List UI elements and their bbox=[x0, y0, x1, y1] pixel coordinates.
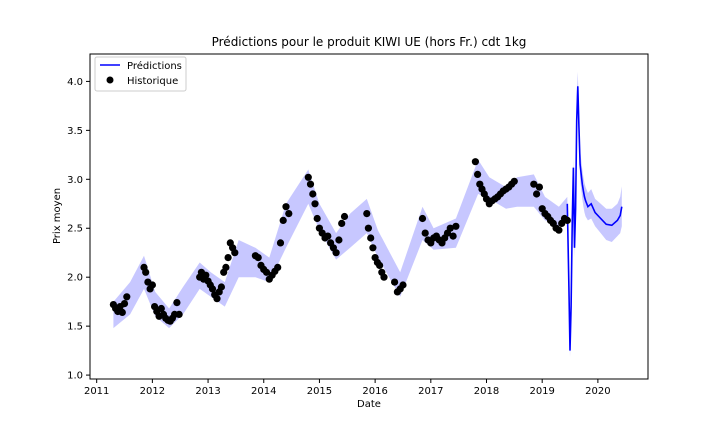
x-tick-label: 2015 bbox=[307, 386, 332, 397]
x-axis-label: Date bbox=[357, 399, 381, 410]
legend: Prédictions Historique bbox=[94, 56, 187, 92]
chart-title: Prédictions pour le produit KIWI UE (hor… bbox=[212, 35, 527, 49]
history-point bbox=[471, 158, 479, 166]
y-axis: 1.0 1.5 2.0 2.5 3.0 3.5 4.0 bbox=[67, 77, 90, 382]
history-point bbox=[340, 212, 349, 221]
y-axis-label: Prix moyen bbox=[52, 188, 63, 244]
history-point bbox=[222, 263, 230, 271]
history-point bbox=[217, 283, 225, 291]
y-tick-label: 3.5 bbox=[67, 126, 83, 137]
history-point bbox=[535, 183, 544, 191]
history-point bbox=[208, 285, 217, 293]
history-point bbox=[335, 236, 343, 244]
y-tick-label: 4.0 bbox=[67, 77, 83, 88]
history-point bbox=[142, 268, 150, 276]
history-point bbox=[148, 281, 156, 289]
history-point bbox=[449, 232, 457, 240]
history-point bbox=[474, 170, 482, 178]
history-point bbox=[157, 304, 165, 313]
history-point bbox=[311, 200, 319, 208]
x-tick-label: 2012 bbox=[140, 386, 165, 397]
x-tick-label: 2017 bbox=[418, 386, 443, 397]
x-tick-label: 2014 bbox=[251, 386, 276, 397]
legend-history-label: Historique bbox=[127, 76, 178, 87]
history-point bbox=[555, 226, 563, 234]
history-point bbox=[231, 249, 239, 257]
history-point bbox=[530, 180, 538, 188]
history-point bbox=[332, 249, 340, 257]
x-tick-label: 2011 bbox=[84, 386, 109, 397]
history-point bbox=[224, 254, 232, 262]
history-point bbox=[510, 177, 518, 185]
history-point bbox=[418, 214, 427, 223]
history-point bbox=[364, 224, 372, 232]
history-point bbox=[533, 190, 541, 198]
history-point bbox=[262, 268, 271, 276]
x-tick-label: 2013 bbox=[195, 386, 220, 397]
history-point bbox=[309, 190, 317, 198]
history-point bbox=[369, 244, 377, 252]
history-point bbox=[399, 281, 407, 289]
history-point bbox=[421, 229, 429, 237]
history-point bbox=[452, 222, 460, 230]
history-point bbox=[279, 216, 287, 224]
y-tick-label: 3.0 bbox=[67, 175, 83, 186]
history-point bbox=[563, 216, 571, 224]
x-tick-label: 2020 bbox=[585, 386, 610, 397]
legend-history-swatch bbox=[106, 76, 114, 84]
history-point bbox=[282, 203, 290, 211]
history-point bbox=[338, 219, 346, 227]
history-point bbox=[285, 210, 293, 218]
history-point bbox=[324, 232, 332, 240]
history-point bbox=[276, 239, 285, 247]
history-point bbox=[213, 295, 221, 303]
y-tick-label: 2.5 bbox=[67, 224, 83, 235]
y-tick-label: 1.5 bbox=[67, 322, 83, 333]
history-point bbox=[173, 299, 181, 307]
y-tick-label: 1.0 bbox=[67, 371, 83, 382]
history-points-layer bbox=[109, 158, 571, 325]
history-point bbox=[123, 293, 131, 301]
history-point bbox=[446, 224, 454, 232]
x-tick-label: 2019 bbox=[529, 386, 554, 397]
history-point bbox=[202, 271, 210, 279]
history-point bbox=[376, 261, 384, 269]
history-point bbox=[274, 263, 282, 271]
history-point bbox=[391, 278, 399, 286]
history-point bbox=[120, 300, 129, 308]
history-point bbox=[363, 210, 371, 218]
history-point bbox=[118, 308, 126, 316]
history-point bbox=[380, 273, 388, 281]
x-axis: 2011 2012 2013 2014 2015 2016 2017 2018 2019 2020 bbox=[84, 379, 611, 397]
x-tick-label: 2018 bbox=[474, 386, 499, 397]
history-point bbox=[313, 214, 321, 223]
legend-prediction-label: Prédictions bbox=[127, 60, 182, 72]
history-point bbox=[367, 234, 375, 242]
prediction-line bbox=[566, 86, 623, 351]
plot-frame bbox=[89, 53, 649, 380]
x-tick-label: 2016 bbox=[362, 386, 387, 397]
prediction-line-layer bbox=[566, 86, 623, 351]
history-point bbox=[304, 173, 312, 181]
history-point bbox=[175, 310, 183, 318]
y-tick-label: 2.0 bbox=[67, 273, 83, 284]
history-point bbox=[306, 180, 315, 188]
history-point bbox=[254, 254, 262, 262]
